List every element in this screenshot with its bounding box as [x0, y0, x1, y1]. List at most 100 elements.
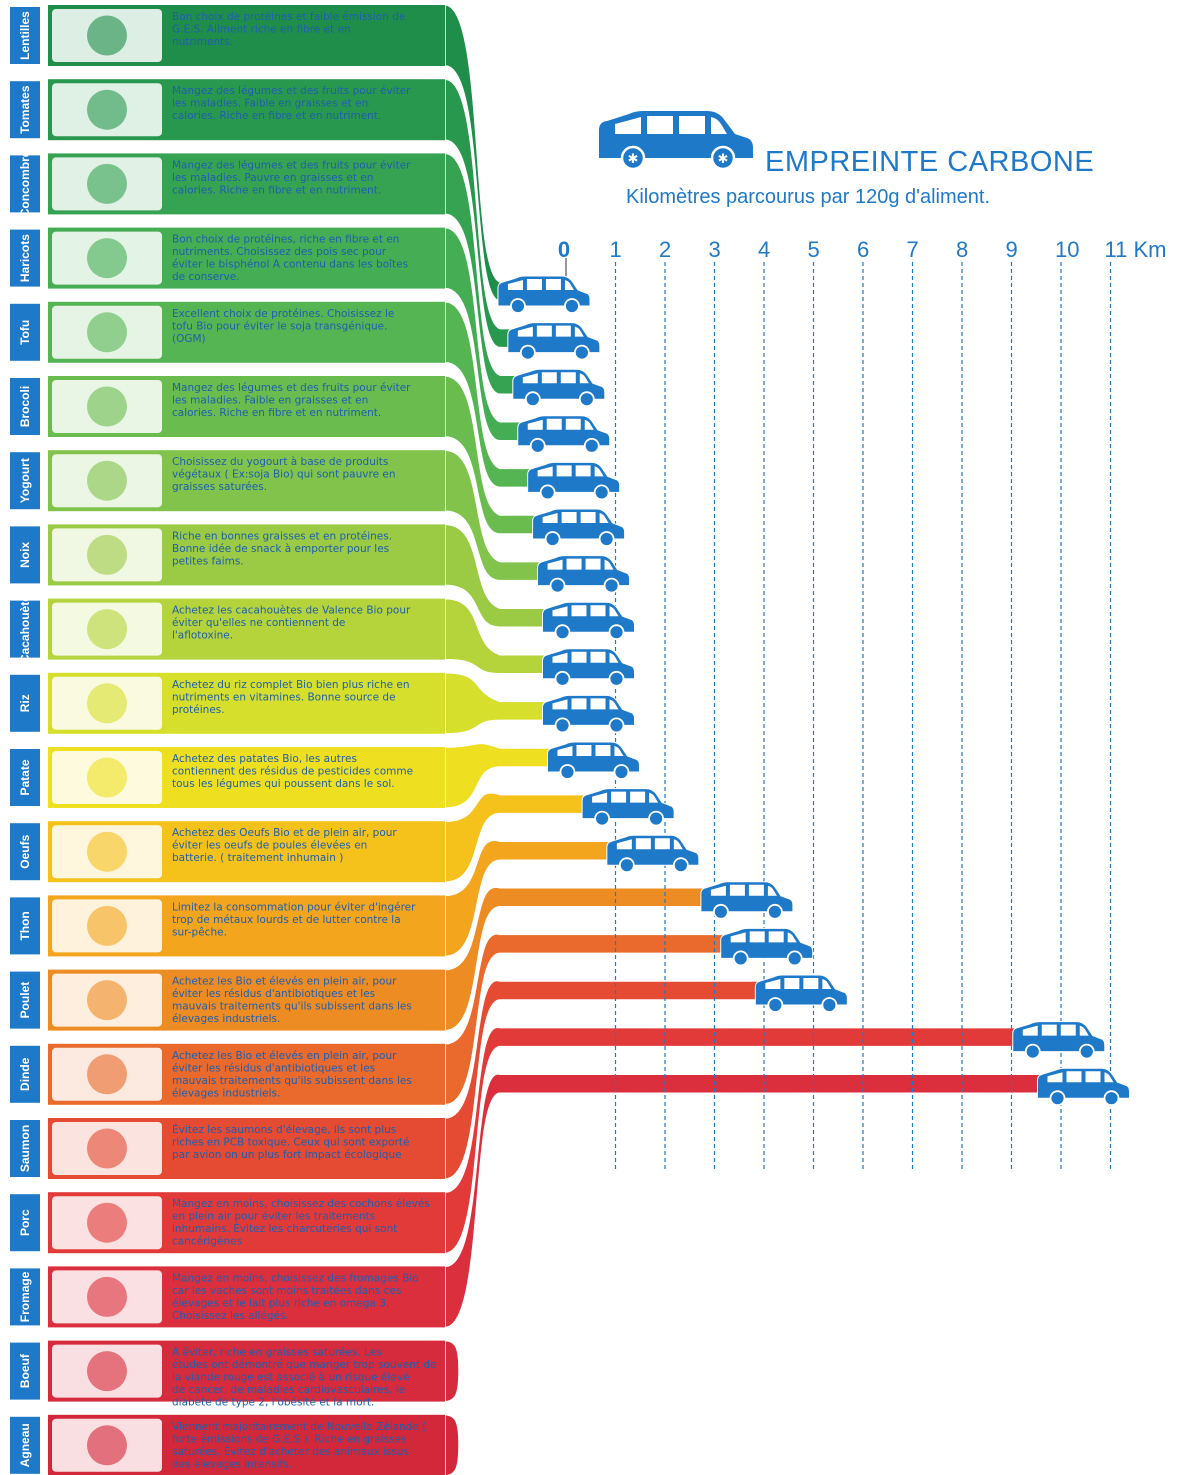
- km-gridlines: [614, 262, 1112, 1170]
- tomato-icon-shape: [87, 89, 127, 130]
- food-description: À éviter, riche en graisses saturées. Le…: [172, 1346, 436, 1409]
- food-label-tab: [10, 452, 40, 510]
- car-marker: [700, 881, 794, 920]
- chicken-icon-shape: [87, 980, 127, 1021]
- tick-label: 2: [659, 237, 671, 262]
- food-description: Mangez en moins, choisissez des cochons …: [172, 1198, 430, 1248]
- car-marker: [512, 368, 606, 408]
- salmon-icon-shape: [87, 1128, 127, 1169]
- flow-band: [444, 1414, 460, 1475]
- food-row: Concombre Mangez des légumes et des fruit…: [10, 150, 445, 217]
- food-row: Fromage Mangez en moins, choisissez des f…: [10, 1266, 445, 1328]
- food-description: Achetez des patates Bio, les autres conti…: [172, 753, 413, 790]
- car-marker: [542, 648, 635, 687]
- food-row: Yogourt Choisissez du yogourt à base de p…: [10, 450, 445, 512]
- beans-icon-shape: [87, 238, 127, 279]
- lamb-icon-shape: [87, 1425, 127, 1466]
- food-row: Noix Riche en bonnes graisses et en proté…: [10, 524, 445, 586]
- tick-label: 7: [907, 237, 919, 262]
- food-label-tab: [10, 7, 40, 64]
- car-marker: [754, 974, 848, 1013]
- car-marker: [1012, 1021, 1106, 1060]
- food-label-tab: [10, 600, 40, 658]
- food-label: Lentilles: [18, 11, 32, 60]
- cucumber-icon-shape: [87, 163, 127, 204]
- tofu-icon-shape: [87, 312, 127, 353]
- food-row: Cacahouète Achetez les cacahouètes de Val…: [10, 595, 445, 663]
- food-label: Riz: [18, 694, 32, 712]
- food-row: Dinde Achetez les Bio et élevés en plein …: [10, 1043, 445, 1105]
- cow-icon-shape: [87, 1351, 127, 1392]
- food-label-tab: [10, 378, 40, 435]
- eggs-icon-shape: [87, 831, 127, 872]
- food-rows: Lentilles Bon choix de protéines et faibl…: [10, 5, 445, 1475]
- food-label-tab: [10, 897, 40, 955]
- car-marker: [1037, 1067, 1130, 1107]
- food-row: Poulet Achetez les Bio et élevés en plein…: [10, 969, 445, 1031]
- car-marker: [546, 741, 640, 780]
- chart-title: EMPREINTE CARBONE: [765, 146, 1095, 178]
- food-label-tab: [10, 526, 40, 584]
- car-marker: [532, 508, 626, 547]
- food-row: Riz Achetez du riz complet Bio bien plus …: [10, 672, 445, 734]
- food-label-tab: [10, 1120, 40, 1177]
- food-label-tab: [10, 674, 40, 732]
- food-description: Mangez en moins, choisissez des fromages…: [172, 1272, 419, 1322]
- food-label-tab: [10, 1268, 40, 1326]
- food-row: Patate Achetez des patates Bio, les autre…: [10, 747, 445, 808]
- food-row: Porc Mangez en moins, choisissez des coch…: [10, 1192, 445, 1254]
- food-row: Boeuf À éviter, riche en graisses saturée…: [10, 1340, 445, 1409]
- car-marker: [581, 788, 675, 827]
- food-label-tab: [10, 155, 40, 213]
- food-label: Cacahouète: [18, 595, 32, 663]
- food-row: Brocoli Mangez des légumes et des fruits …: [10, 376, 445, 437]
- food-description: Mangez des légumes et des fruits pour év…: [172, 159, 411, 196]
- broccoli-icon-shape: [87, 386, 127, 427]
- svg-text:✱: ✱: [628, 152, 639, 167]
- walnut-icon-shape: [87, 534, 127, 575]
- car-marker: [537, 555, 631, 594]
- car-icon: ✱ ✱: [595, 108, 755, 174]
- food-row: Lentilles Bon choix de protéines et faibl…: [10, 5, 445, 66]
- food-label-tab: [10, 1194, 40, 1252]
- food-label: Brocoli: [18, 386, 32, 427]
- tuna-icon-shape: [87, 905, 127, 946]
- food-description: Riche en bonnes graisses et en protéines…: [172, 530, 392, 567]
- svg-text:✱: ✱: [718, 152, 729, 167]
- food-label: Agneau: [18, 1423, 32, 1467]
- food-description: Achetez les cacahouètes de Valence Bio p…: [172, 605, 411, 642]
- food-description: Achetez les Bio et élevés en plein air, …: [172, 976, 412, 1026]
- yogurt-icon-shape: [87, 460, 127, 501]
- car-marker: [720, 927, 814, 967]
- car-marker: [542, 601, 635, 641]
- car-marker: [542, 694, 635, 734]
- km-axis-ticks: 0 1 2 3 4 5 6 7 8 9 10 11 Km: [558, 237, 1167, 285]
- food-description: Évitez les saumons d'élevage, ils sont p…: [172, 1123, 409, 1161]
- food-label-tab: [10, 303, 40, 361]
- food-label-tab: [10, 81, 40, 139]
- pig-icon-shape: [87, 1202, 127, 1243]
- car-marker: [497, 275, 591, 314]
- food-label: Fromage: [18, 1271, 32, 1322]
- tick-label: 9: [1006, 237, 1018, 262]
- food-description: Bon choix de protéines, riche en fibre e…: [172, 234, 408, 284]
- car-marker: [507, 322, 601, 361]
- food-description: Achetez des Oeufs Bio et de plein air, p…: [172, 827, 397, 864]
- food-label: Thon: [18, 911, 32, 940]
- car-marker: [527, 461, 621, 501]
- tick-label: 6: [857, 237, 869, 262]
- food-label-tab: [10, 1045, 40, 1103]
- food-row: Tofu Excellent choix de protéines. Choisi…: [10, 301, 445, 363]
- food-label: Concombre: [18, 150, 32, 217]
- chart-subtitle: Kilomètres parcourus par 120g d'aliment.: [626, 186, 991, 208]
- food-label: Boeuf: [18, 1353, 32, 1388]
- food-description: Limitez la consommation pour éviter d'in…: [172, 901, 416, 938]
- food-label: Dinde: [18, 1057, 32, 1091]
- tick-label: 11 Km: [1105, 237, 1167, 262]
- tick-label: 3: [709, 237, 721, 262]
- food-label: Poulet: [18, 982, 32, 1019]
- food-label: Porc: [18, 1209, 32, 1236]
- food-label-tab: [10, 971, 40, 1029]
- potato-icon-shape: [87, 757, 127, 798]
- food-label: Tomates: [18, 85, 32, 134]
